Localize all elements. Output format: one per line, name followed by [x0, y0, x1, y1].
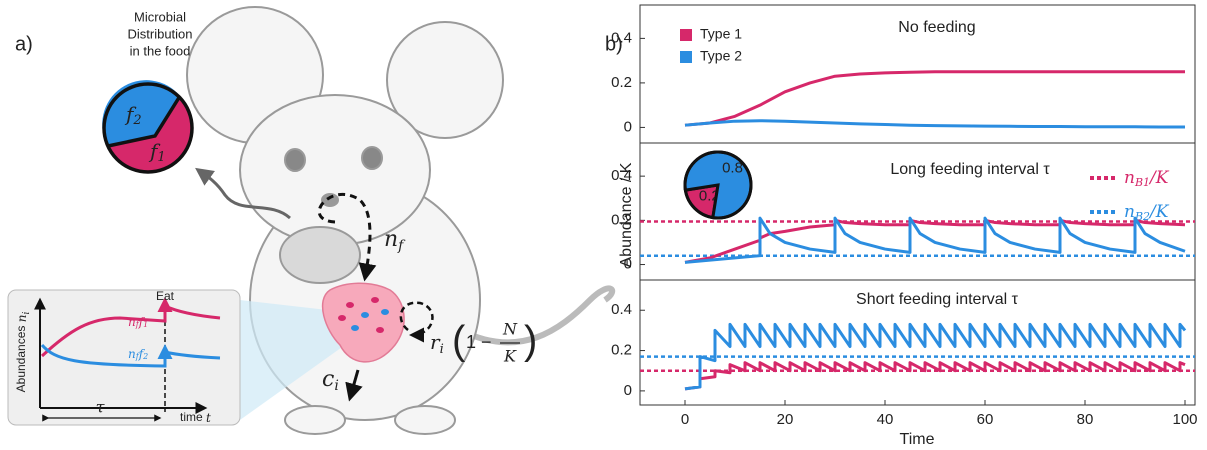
subscript: 2	[142, 352, 148, 361]
symbol: n	[1124, 202, 1135, 222]
foot	[285, 406, 345, 434]
microbe	[361, 312, 369, 318]
symbol: n	[1124, 168, 1135, 188]
food	[280, 227, 360, 283]
legend-label: Type 1	[700, 26, 742, 42]
pie-title: Microbial Distribution in the food	[127, 9, 192, 58]
microbe	[351, 325, 359, 331]
legend-label: Type 2	[700, 48, 742, 64]
series-line	[685, 72, 1185, 125]
x-tick-label: 80	[1077, 411, 1094, 428]
chart-title: Short feeding interval τ	[856, 291, 1019, 308]
microbe	[346, 302, 354, 308]
text: Abundances	[14, 322, 28, 392]
symbol: n	[15, 315, 29, 323]
suffix: /K	[1148, 168, 1170, 188]
reference-legend-label: nB1/K	[1124, 168, 1170, 190]
y-tick-label: 0.4	[611, 167, 632, 184]
subscript: 1	[157, 150, 165, 165]
paren: )	[524, 319, 537, 363]
reference-legend-label: nB2/K	[1124, 202, 1170, 224]
text: time	[180, 410, 206, 424]
subscript: i	[22, 312, 32, 315]
subscript: 2	[132, 113, 141, 128]
eat-label: Eat	[156, 289, 175, 303]
math-text: 1 −	[466, 332, 492, 352]
x-tick-label: 20	[777, 411, 794, 428]
legend-swatch	[680, 29, 692, 41]
suffix: /K	[1148, 202, 1170, 222]
y-tick-label: 0	[624, 256, 632, 273]
subscript: B1	[1134, 176, 1150, 189]
subscript: i	[440, 342, 444, 357]
symbol: c	[322, 367, 334, 392]
symbol: n	[128, 347, 136, 361]
tau-label: τ	[96, 398, 106, 417]
chart-title: Long feeding interval τ	[890, 161, 1050, 178]
microbe	[381, 309, 389, 315]
microbe	[338, 315, 346, 321]
legend-swatch	[680, 51, 692, 63]
denominator: K	[503, 347, 517, 366]
paren: (	[452, 319, 466, 363]
y-tick-label: 0.4	[611, 29, 632, 46]
x-axis-label: Time	[900, 431, 935, 448]
inset-xlabel: time t	[180, 410, 211, 424]
symbol: n	[128, 315, 136, 329]
y-tick-label: 0.2	[611, 211, 632, 228]
figure: a) b) Microbial Distribution in the food…	[0, 0, 1207, 450]
symbol: n	[384, 227, 398, 252]
y-tick-label: 0	[624, 118, 632, 135]
page: a) b) Microbial Distribution in the food…	[0, 0, 1207, 450]
pie-title-line: Distribution	[127, 26, 192, 41]
microbe	[376, 327, 384, 333]
x-tick-label: 0	[681, 411, 689, 428]
symbol: t	[206, 411, 211, 425]
y-tick-label: 0.2	[611, 74, 632, 91]
y-tick-label: 0.2	[611, 342, 632, 359]
y-tick-label: 0	[624, 382, 632, 399]
foot	[395, 406, 455, 434]
x-tick-label: 60	[977, 411, 994, 428]
numerator: N	[502, 320, 518, 339]
subscript: 1	[143, 320, 148, 329]
x-tick-label: 40	[877, 411, 894, 428]
series-line	[685, 121, 1185, 127]
microbe	[371, 297, 379, 303]
y-tick-label: 0.4	[611, 301, 632, 318]
panel-label: a)	[15, 33, 33, 55]
eye	[362, 147, 382, 169]
subscript: i	[334, 378, 338, 394]
eye	[285, 149, 305, 171]
x-tick-label: 100	[1172, 411, 1197, 428]
series-line	[685, 363, 1185, 389]
head	[240, 95, 430, 245]
pie-title-line: Microbial	[134, 9, 186, 24]
chart-title: No feeding	[898, 19, 975, 36]
pie-title-line: in the food	[130, 43, 191, 58]
